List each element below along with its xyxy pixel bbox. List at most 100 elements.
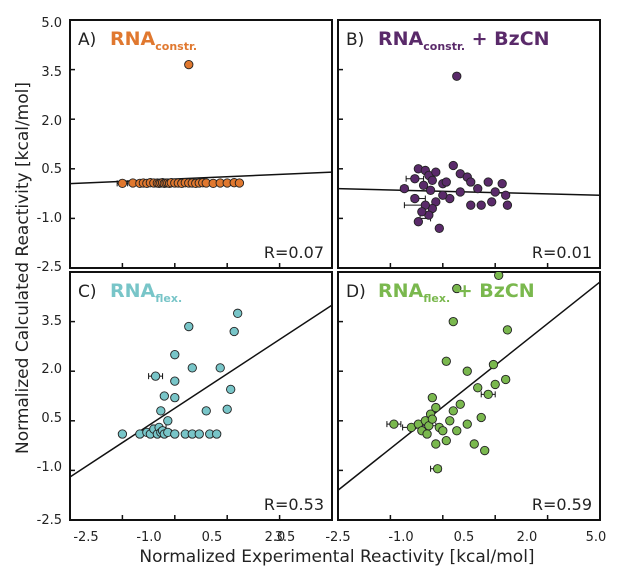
panel-plot-area bbox=[338, 71, 600, 233]
r-value-label: R=0.07 bbox=[264, 243, 324, 262]
series-name: RNAflex. bbox=[110, 280, 182, 305]
data-point bbox=[427, 393, 437, 403]
fit-line bbox=[338, 281, 600, 491]
x-tick-label: -1.0 bbox=[136, 530, 161, 545]
y-tick-label: -1.0 bbox=[37, 211, 62, 226]
panel-frame bbox=[337, 271, 601, 521]
x-tick-label: -1.0 bbox=[388, 530, 413, 545]
data-point bbox=[452, 71, 462, 81]
data-point bbox=[431, 167, 441, 177]
panel-letter: B) bbox=[346, 30, 364, 50]
r-value-label: R=0.53 bbox=[264, 495, 324, 514]
data-point bbox=[441, 177, 451, 187]
data-point bbox=[476, 412, 486, 423]
data-point bbox=[483, 177, 493, 187]
panel-a: A) RNAconstr. R=0.07 bbox=[69, 19, 333, 269]
y-tick-label: 3.5 bbox=[41, 65, 62, 80]
data-point bbox=[483, 389, 493, 399]
y-axis-label: Normalized Calculated Reactivity [kcal/m… bbox=[13, 82, 33, 454]
data-point bbox=[494, 272, 504, 280]
data-point bbox=[445, 416, 455, 426]
data-point bbox=[389, 419, 399, 429]
y-tick-labels-bottom: 3.5 2.0 0.5 -1.0 -2.5 bbox=[37, 314, 62, 528]
data-point bbox=[441, 356, 451, 366]
data-point bbox=[448, 406, 458, 416]
series-name-main: RNA bbox=[378, 28, 424, 50]
data-point bbox=[170, 376, 180, 386]
data-point bbox=[422, 429, 432, 439]
data-point bbox=[427, 414, 437, 424]
series-name: RNAconstr. + BzCN bbox=[378, 28, 550, 53]
data-point bbox=[201, 406, 211, 416]
fit-line bbox=[70, 304, 332, 478]
x-tick-label: 2.0 bbox=[265, 530, 286, 545]
data-point bbox=[452, 283, 462, 294]
data-point bbox=[452, 426, 462, 436]
series-name: RNAflex. + BzCN bbox=[378, 280, 535, 305]
panel-frame bbox=[69, 19, 333, 269]
data-point bbox=[233, 308, 243, 318]
y-tick-labels-top: 5.0 3.5 2.0 0.5 -1.0 -2.5 bbox=[37, 16, 62, 275]
data-point bbox=[466, 200, 476, 210]
panel-letter: A) bbox=[78, 30, 96, 50]
data-point bbox=[448, 316, 458, 327]
x-axis-label: Normalized Experimental Reactivity [kcal… bbox=[139, 547, 534, 567]
series-name-suffix: + BzCN bbox=[450, 280, 535, 302]
panel-c: C) RNAflex. R=0.53 bbox=[69, 271, 333, 521]
data-point bbox=[215, 363, 225, 373]
data-point bbox=[156, 406, 166, 416]
panel-frame bbox=[69, 271, 333, 521]
panel-letter: C) bbox=[78, 282, 97, 302]
data-point bbox=[431, 439, 441, 449]
data-point bbox=[438, 190, 448, 200]
data-point bbox=[455, 399, 465, 409]
data-point bbox=[488, 359, 499, 370]
series-name-main: RNA bbox=[110, 28, 156, 50]
data-point bbox=[466, 177, 476, 187]
data-point bbox=[117, 178, 128, 188]
series-name-main: RNA bbox=[378, 280, 424, 302]
panel-d: D) RNAflex. + BzCN R=0.59 bbox=[337, 271, 601, 521]
series-name-suffix: + BzCN bbox=[465, 28, 550, 50]
data-point bbox=[490, 187, 500, 197]
panel-frame bbox=[337, 19, 601, 269]
x-tick-label: -2.5 bbox=[325, 530, 350, 545]
series-name-subscript: flex. bbox=[155, 292, 182, 305]
series-name-subscript: flex. bbox=[423, 292, 450, 305]
x-tick-label: 0.5 bbox=[454, 530, 475, 545]
data-point bbox=[425, 185, 436, 195]
data-point bbox=[170, 429, 180, 439]
data-point bbox=[418, 180, 429, 190]
data-point bbox=[480, 445, 490, 456]
series-name-main: RNA bbox=[110, 280, 156, 302]
x-tick-label: 5.0 bbox=[586, 530, 607, 545]
data-point bbox=[438, 426, 448, 436]
panel-b: B) RNAconstr. + BzCN R=0.01 bbox=[337, 19, 601, 269]
data-point bbox=[226, 384, 236, 395]
r-value-label: R=0.01 bbox=[532, 243, 592, 262]
data-point bbox=[234, 178, 245, 188]
data-point bbox=[222, 404, 232, 414]
y-tick-label: -2.5 bbox=[37, 513, 62, 528]
data-point bbox=[490, 379, 500, 390]
y-tick-label: 2.0 bbox=[41, 114, 62, 129]
data-point bbox=[229, 326, 239, 337]
x-tick-label: 2.0 bbox=[517, 530, 538, 545]
data-point bbox=[502, 325, 513, 335]
data-point bbox=[194, 429, 204, 439]
data-point bbox=[501, 374, 511, 385]
panel-plot-area bbox=[70, 304, 332, 478]
data-point bbox=[469, 439, 479, 449]
data-point bbox=[441, 435, 451, 446]
data-point bbox=[502, 200, 513, 210]
fit-line bbox=[70, 171, 332, 185]
x-tick-label: 0.5 bbox=[202, 530, 223, 545]
y-tick-label: 5.0 bbox=[41, 16, 62, 31]
data-point bbox=[170, 393, 180, 403]
panel-plot-area bbox=[70, 59, 332, 188]
series-name-subscript: constr. bbox=[423, 40, 465, 53]
y-tick-label: -2.5 bbox=[37, 260, 62, 275]
data-point bbox=[410, 193, 420, 204]
fit-line bbox=[338, 187, 600, 197]
